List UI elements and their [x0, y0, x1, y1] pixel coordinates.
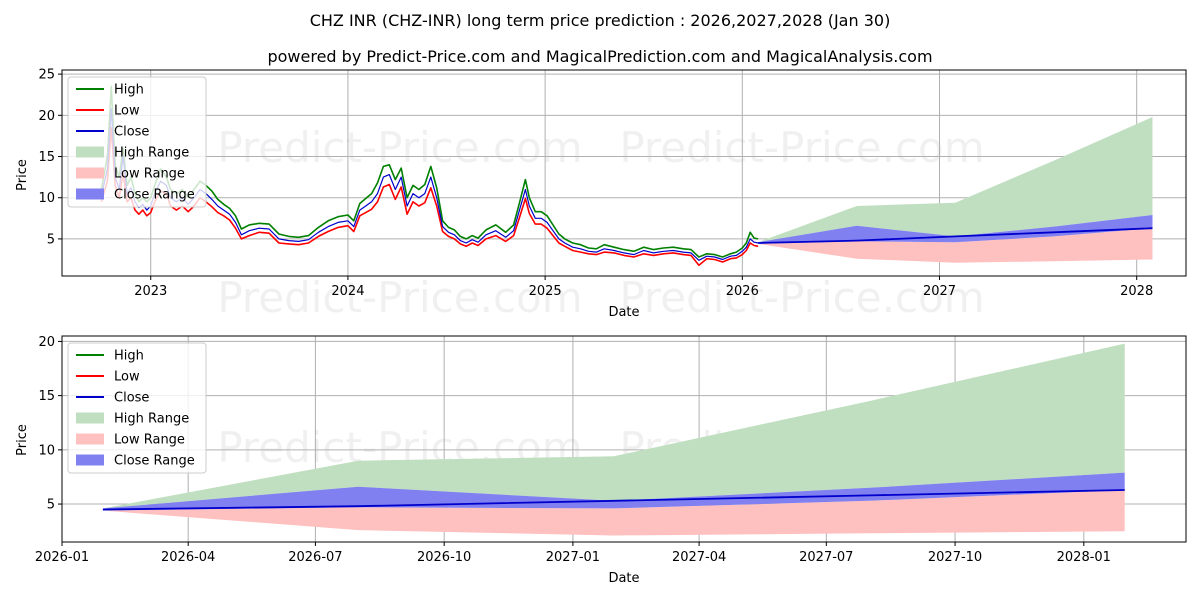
bot-legend-low-label: Low [114, 370, 140, 385]
top-legend-close-range-swatch [76, 188, 104, 200]
bottom-panel: Predict-Price.com Predict-Price.com 2026… [15, 335, 1187, 586]
bot-legend-low-range-label: Low Range [114, 433, 185, 448]
top-legend-high-range-label: High Range [114, 146, 189, 161]
bot-y-tick-label: 15 [38, 389, 55, 404]
top-legend-close-range-label: Close Range [114, 188, 195, 203]
bot-legend-low-range-swatch [76, 433, 104, 445]
bot-high-range-area [102, 343, 1125, 509]
bottom-plot-frame [61, 335, 1187, 543]
bot-y-tick-label: 5 [47, 498, 55, 513]
bottom-legend: High Low Close High Range Low Range Close Ran… [67, 342, 207, 474]
bot-x-tick-label: 2026-04 [161, 550, 215, 565]
top-x-tick-label: 2023 [134, 284, 167, 299]
bot-x-tick-label: 2027-10 [928, 550, 982, 565]
bot-legend-close-range-label: Close Range [114, 454, 195, 469]
bot-x-tick-label: 2026-07 [288, 550, 342, 565]
bot-x-tick-label: 2026-10 [417, 550, 471, 565]
top-legend-high-range-swatch [76, 146, 104, 158]
top-y-tick-label: 5 [47, 232, 55, 247]
bot-y-tick-label: 10 [38, 443, 55, 458]
top-x-axis-label: Date [608, 305, 639, 320]
bot-legend-close-range-swatch [76, 454, 104, 466]
top-x-tick-label: 2028 [1120, 284, 1153, 299]
top-close-range-area [758, 215, 1153, 244]
top-legend-low-label: Low [114, 104, 140, 119]
top-panel: Predict-Price.com Predict-Price.com Pred… [15, 68, 1187, 322]
bot-x-tick-label: 2026-01 [35, 550, 89, 565]
top-low-series-line [100, 126, 759, 267]
bot-close-range-area [102, 472, 1125, 511]
top-y-axis-label: Price [15, 159, 30, 191]
bottom-x-axis-label: Date [608, 571, 639, 586]
watermark-top-4: Predict-Price.com [619, 273, 984, 322]
bot-low-range-area [102, 490, 1125, 536]
top-y-tick-label: 25 [38, 68, 55, 83]
top-y-tick-label: 10 [38, 191, 55, 206]
chart-subtitle: powered by Predict-Price.com and Magical… [267, 47, 932, 66]
chart-title: CHZ INR (CHZ-INR) long term price predic… [310, 11, 891, 30]
bot-x-tick-label: 2028-01 [1057, 550, 1111, 565]
bot-legend-close-label: Close [114, 391, 149, 406]
bot-x-tick-label: 2027-07 [799, 550, 853, 565]
top-low-range-area [758, 228, 1153, 263]
top-close-forecast-line [758, 227, 1153, 244]
top-x-tick-label: 2027 [923, 284, 956, 299]
top-legend-low-range-swatch [76, 167, 104, 179]
top-legend: High Low Close High Range Low Range Close Ran… [67, 76, 207, 208]
bot-legend-high-label: High [114, 349, 144, 364]
top-legend-high-label: High [114, 83, 144, 98]
bot-x-tick-label: 2027-04 [672, 550, 726, 565]
bot-y-tick-label: 20 [38, 335, 55, 350]
top-y-tick-label: 20 [38, 109, 55, 124]
bot-legend-high-range-label: High Range [114, 412, 189, 427]
watermark-top-2: Predict-Price.com [619, 123, 984, 172]
bot-close-forecast-line [102, 489, 1125, 511]
bottom-y-axis-label: Price [15, 424, 30, 456]
top-x-tick-label: 2025 [529, 284, 562, 299]
top-legend-close-label: Close [114, 125, 149, 140]
top-x-tick-label: 2026 [726, 284, 759, 299]
top-plot-frame [61, 69, 1187, 277]
watermark-top-1: Predict-Price.com [217, 123, 582, 172]
top-y-tick-label: 15 [38, 150, 55, 165]
watermark-top-3: Predict-Price.com [217, 273, 582, 322]
bot-legend-high-range-swatch [76, 412, 104, 424]
top-legend-low-range-label: Low Range [114, 167, 185, 182]
top-x-tick-label: 2024 [331, 284, 364, 299]
top-high-range-area [758, 117, 1153, 243]
bot-x-tick-label: 2027-01 [546, 550, 600, 565]
